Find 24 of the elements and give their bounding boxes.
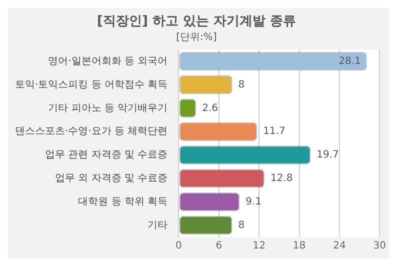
data-label: 11.7 — [263, 126, 286, 138]
x-tick-label: 18 — [292, 240, 306, 252]
y-tick-label: 댄스스포츠·수영·요가 등 체력단련 — [14, 126, 168, 138]
y-tick-label: 기타 피아노 등 악기배우기 — [48, 102, 168, 114]
data-label: 9.1 — [246, 196, 262, 208]
y-tick-label: 업무 관련 자격증 및 수료증 — [44, 150, 168, 161]
data-label: 19.7 — [316, 150, 339, 161]
x-tick-label: 12 — [252, 240, 266, 252]
data-label: 8 — [238, 79, 245, 90]
chart-subtitle: [단위:%] — [176, 32, 217, 44]
data-label: 2.6 — [202, 102, 218, 114]
y-tick-label: 영어·일본어회화 등 외국어 — [48, 56, 168, 67]
y-tick-label: 업무 외 자격증 및 수료증 — [54, 173, 168, 184]
x-tick-label: 6 — [216, 240, 222, 252]
y-tick-label: 대학원 등 학위 획득 — [78, 196, 168, 208]
data-label: 8 — [238, 220, 245, 231]
y-tick-label: 기타 — [148, 220, 168, 231]
x-tick-label: 24 — [333, 240, 346, 252]
data-label: 12.8 — [270, 173, 293, 184]
x-tick-label: 30 — [373, 240, 386, 252]
x-tick-label: 0 — [176, 240, 182, 252]
y-tick-label: 토익·토익스피킹 등 어학점수 획득 — [14, 79, 168, 90]
chart-title: [직장인] 하고 있는 자기계발 종류 — [97, 14, 296, 30]
data-label: 28.1 — [338, 56, 361, 67]
